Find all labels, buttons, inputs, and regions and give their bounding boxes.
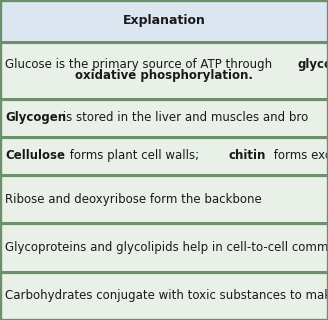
Bar (0, 137, 328, 175)
Text: is stored in the liver and muscles and bro: is stored in the liver and muscles and b… (59, 111, 309, 124)
Text: Carbohydrates conjugate with toxic substances to make th: Carbohydrates conjugate with toxic subst… (5, 289, 328, 302)
Bar (0, 223, 328, 272)
Bar (0, 175, 328, 223)
Text: oxidative phosphorylation.: oxidative phosphorylation. (75, 69, 253, 82)
Bar (0, 99, 328, 137)
Text: glycolysis,: glycolysis, (297, 58, 328, 71)
Text: Ribose and deoxyribose form the backbone: Ribose and deoxyribose form the backbone (5, 193, 262, 206)
Text: Glycogen: Glycogen (5, 111, 66, 124)
Text: Cellulose: Cellulose (5, 149, 65, 162)
Bar (0, 42, 328, 99)
Text: forms exc: forms exc (270, 149, 328, 162)
Text: Glycoproteins and glycolipids help in cell-to-cell commun: Glycoproteins and glycolipids help in ce… (5, 241, 328, 254)
Bar (0, 272, 328, 320)
Text: Explanation: Explanation (123, 14, 205, 27)
Text: chitin: chitin (229, 149, 266, 162)
Text: forms plant cell walls;: forms plant cell walls; (66, 149, 203, 162)
Bar (0, 0, 328, 42)
Text: Glucose is the primary source of ATP through: Glucose is the primary source of ATP thr… (5, 58, 276, 71)
